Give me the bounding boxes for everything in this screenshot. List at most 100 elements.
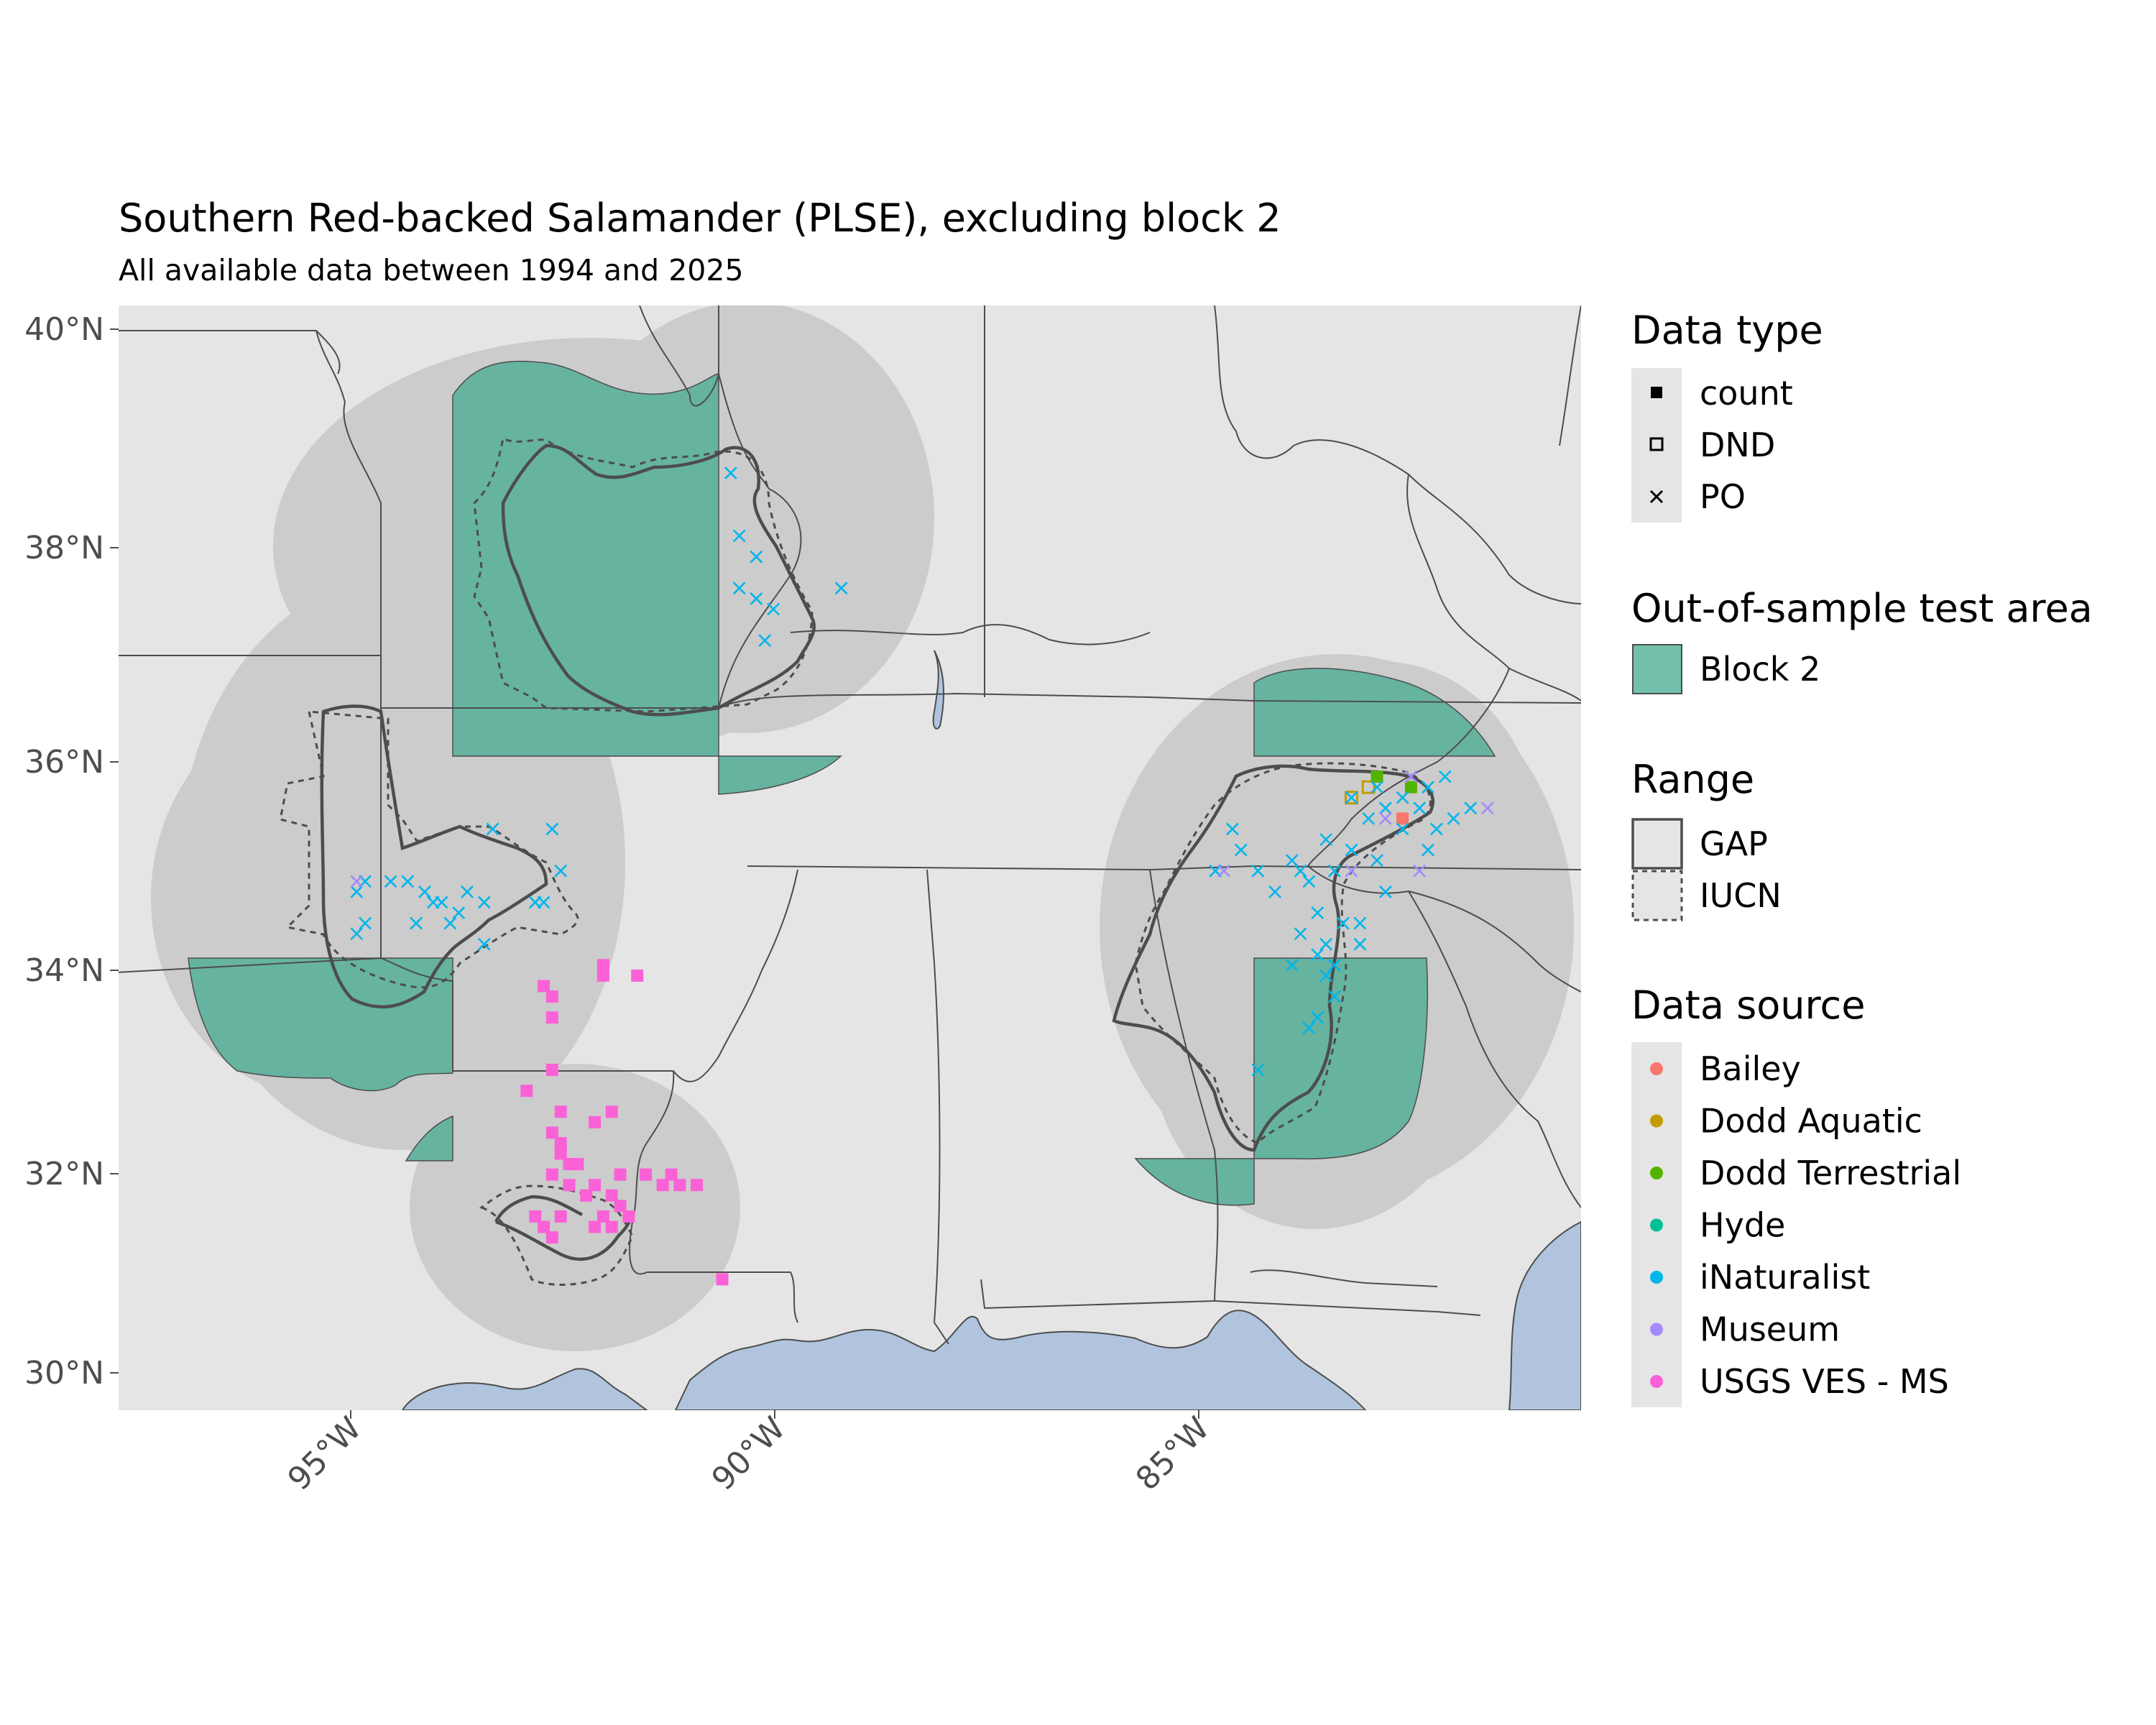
iucn-range: [279, 436, 1432, 1286]
inaturalist-point: [758, 634, 772, 648]
legend-item-label: Dodd Terrestrial: [1700, 1154, 1961, 1192]
legend-item-label: Dodd Aquatic: [1700, 1102, 1922, 1141]
inaturalist-point: [1353, 937, 1367, 951]
y-tick-label: 38°N: [24, 530, 104, 566]
legend-data-type: Data type count DND PO: [1631, 308, 1823, 523]
inaturalist-point: [1396, 791, 1409, 804]
inaturalist-point: [537, 896, 550, 909]
gulf-of-mexico: [401, 1368, 648, 1410]
usgs-ves-point: [614, 1200, 627, 1213]
inaturalist-point: [1345, 843, 1358, 857]
x-tick-label: 90°W: [705, 1410, 793, 1498]
inaturalist-point: [1413, 801, 1427, 815]
inaturalist-point: [461, 885, 474, 898]
inaturalist-point: [1251, 1063, 1265, 1077]
legend-title: Data source: [1631, 983, 1865, 1028]
usgs-ves-point: [545, 1126, 558, 1139]
x-tick-label: 95°W: [281, 1410, 369, 1498]
dnd-symbol: [1649, 437, 1664, 451]
usgs-ves-point: [538, 980, 550, 993]
block2-swatch: [1632, 644, 1682, 694]
legend-item-label: Block 2: [1700, 650, 1820, 689]
inaturalist-point: [1294, 927, 1307, 941]
atlantic-ocean: [1508, 1220, 1581, 1410]
inaturalist-point: [554, 864, 568, 878]
bailey-point: [1396, 812, 1409, 825]
inaturalist-point: [724, 466, 737, 480]
museum-point: [1378, 811, 1392, 825]
observation-points: [350, 466, 1494, 1286]
inaturalist-point: [1396, 822, 1409, 836]
museum-point: [1404, 770, 1418, 783]
inaturalist-point: [1302, 875, 1316, 888]
inaturalist-point: [1327, 958, 1341, 972]
legend-item-label: count: [1700, 374, 1793, 413]
legend-title: Range: [1631, 757, 1754, 802]
kentucky-lake: [932, 650, 945, 730]
legend-item-label: DND: [1700, 426, 1775, 464]
inaturalist-point: [767, 602, 780, 616]
dodd-terrestrial-point: [1370, 770, 1383, 783]
inaturalist-point: [486, 822, 499, 836]
inaturalist-point: [401, 875, 415, 888]
usgs-ves-point: [673, 1179, 686, 1192]
inaturalist-point: [1422, 843, 1434, 857]
usgs-ves-point: [665, 1168, 678, 1181]
legend-item-label: Museum: [1700, 1310, 1840, 1349]
usgs-ves-point: [656, 1179, 669, 1192]
usgs-ves-point: [520, 1085, 533, 1098]
museum-point: [1217, 864, 1230, 878]
legend-range: Range GAP IUCN: [1631, 757, 1782, 921]
usgs-ves-point: [589, 1116, 602, 1128]
usgs-ves-point: [545, 1231, 558, 1244]
inaturalist-point: [1378, 885, 1392, 898]
inaturalist-point: [1311, 906, 1325, 919]
legend-source-dot: [1650, 1375, 1663, 1388]
usgs-ves-point: [554, 1105, 567, 1118]
inaturalist-point: [477, 937, 491, 951]
museum-point: [1480, 801, 1494, 815]
inaturalist-point: [1285, 854, 1299, 868]
gap-range: [320, 443, 1434, 1261]
inaturalist-point: [1438, 770, 1452, 783]
usgs-ves-point: [596, 959, 609, 972]
legend-item-label: Hyde: [1700, 1206, 1785, 1245]
x-axis: 95°W 90°W 85°W: [281, 1410, 1217, 1498]
inaturalist-point: [1251, 864, 1265, 878]
inaturalist-point: [410, 916, 423, 930]
inaturalist-point: [1225, 822, 1239, 836]
usgs-ves-point: [605, 1220, 618, 1233]
inaturalist-point: [1319, 937, 1332, 951]
legend-item-label: Bailey: [1700, 1049, 1801, 1088]
inaturalist-point: [1285, 958, 1299, 972]
usgs-ves-point: [563, 1179, 576, 1192]
map-title: Southern Red-backed Salamander (PLSE), e…: [119, 196, 1281, 241]
inaturalist-point: [1362, 811, 1376, 825]
x-tick-label: 85°W: [1129, 1410, 1217, 1498]
inaturalist-point: [1327, 864, 1341, 878]
usgs-ves-point: [596, 969, 609, 982]
dodd-terrestrial-point: [1404, 781, 1417, 794]
inaturalist-point: [1327, 990, 1341, 1003]
inaturalist-point: [418, 885, 431, 898]
usgs-ves-point: [554, 1210, 567, 1223]
inaturalist-point: [1378, 801, 1392, 815]
inaturalist-point: [834, 581, 848, 595]
inaturalist-point: [1422, 781, 1434, 794]
inaturalist-point: [350, 885, 364, 898]
usgs-ves-point: [571, 1158, 584, 1171]
usgs-ves-point: [691, 1179, 704, 1192]
y-tick-label: 40°N: [24, 311, 104, 348]
legend-item-label: USGS VES - MS: [1700, 1362, 1949, 1401]
usgs-ves-point: [538, 1220, 550, 1233]
inaturalist-point: [1464, 801, 1478, 815]
legend-source-dot: [1650, 1114, 1663, 1128]
inaturalist-point: [1311, 1011, 1325, 1024]
legend-item-label: PO: [1700, 477, 1746, 516]
legend-title: Out-of-sample test area: [1631, 586, 2093, 631]
y-tick-label: 30°N: [24, 1355, 104, 1392]
y-tick-label: 36°N: [24, 744, 104, 781]
inaturalist-point: [359, 916, 372, 930]
inaturalist-point: [1302, 1021, 1316, 1035]
inaturalist-point: [1311, 948, 1325, 962]
